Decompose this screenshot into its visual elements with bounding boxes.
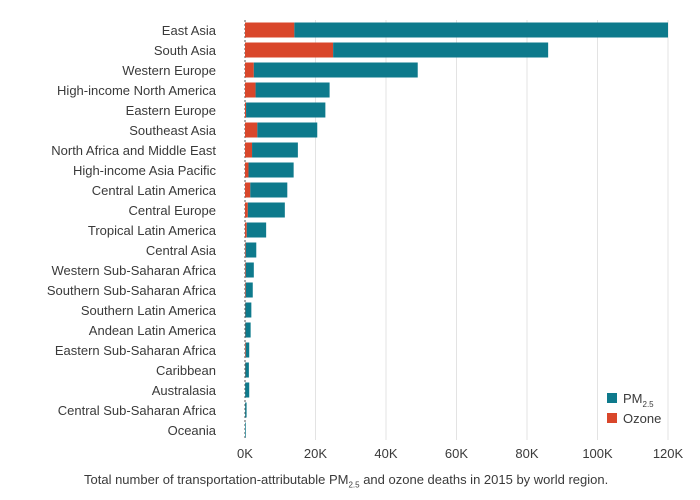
bar-ozone bbox=[245, 102, 247, 118]
category-label: Caribbean bbox=[156, 363, 216, 378]
bar-ozone bbox=[245, 222, 247, 238]
bar-ozone bbox=[245, 82, 256, 98]
category-label: Central Asia bbox=[146, 243, 217, 258]
category-label: Western Sub-Saharan Africa bbox=[51, 263, 216, 278]
bar-ozone bbox=[245, 262, 246, 278]
bar-pm25 bbox=[252, 142, 298, 158]
category-label: Tropical Latin America bbox=[88, 223, 217, 238]
category-label: Australasia bbox=[152, 383, 217, 398]
category-label: Central Latin America bbox=[92, 183, 217, 198]
category-label: High-income Asia Pacific bbox=[73, 163, 217, 178]
category-label: East Asia bbox=[162, 23, 217, 38]
category-label: Western Europe bbox=[122, 63, 216, 78]
bars bbox=[245, 22, 668, 438]
bar-pm25 bbox=[245, 262, 254, 278]
bar-pm25 bbox=[247, 202, 285, 218]
x-tick-label: 60K bbox=[445, 446, 468, 461]
bar-pm25 bbox=[248, 162, 294, 178]
category-label: Central Europe bbox=[129, 203, 216, 218]
bar-pm25 bbox=[250, 182, 288, 198]
category-labels: East Asia South Asia Western Europe High-in… bbox=[47, 23, 217, 438]
bar-pm25 bbox=[245, 422, 246, 438]
bar-ozone bbox=[245, 22, 295, 38]
legend: PM2.5 Ozone bbox=[607, 391, 661, 426]
bar-pm25 bbox=[253, 62, 418, 78]
category-label: Andean Latin America bbox=[89, 323, 217, 338]
bar-ozone bbox=[245, 42, 334, 58]
bar-pm25 bbox=[333, 42, 549, 58]
category-label: Eastern Sub-Saharan Africa bbox=[55, 343, 217, 358]
category-label: Eastern Europe bbox=[126, 103, 216, 118]
bar-pm25 bbox=[245, 342, 250, 358]
bar-ozone bbox=[245, 242, 246, 258]
bar-pm25 bbox=[245, 362, 249, 378]
x-tick-label: 120K bbox=[653, 446, 684, 461]
x-tick-label: 0K bbox=[237, 446, 253, 461]
bar-ozone bbox=[245, 202, 248, 218]
bar-pm25 bbox=[255, 82, 330, 98]
bar-ozone bbox=[245, 182, 251, 198]
category-label: Southern Sub-Saharan Africa bbox=[47, 283, 217, 298]
bar-pm25 bbox=[245, 282, 253, 298]
bar-ozone bbox=[245, 122, 258, 138]
bar-pm25 bbox=[245, 402, 247, 418]
category-label: Central Sub-Saharan Africa bbox=[58, 403, 217, 418]
legend-label-pm25: PM2.5 bbox=[623, 391, 654, 409]
x-tick-label: 40K bbox=[374, 446, 397, 461]
category-label: Southern Latin America bbox=[81, 303, 217, 318]
legend-swatch-pm25 bbox=[607, 393, 617, 403]
chart-caption: Total number of transportation-attributa… bbox=[84, 472, 609, 490]
x-axis-ticks: 0K 20K 40K 60K 80K 100K 120K bbox=[237, 446, 683, 461]
bar-ozone bbox=[245, 162, 249, 178]
bar-pm25 bbox=[245, 302, 252, 318]
bar-pm25 bbox=[257, 122, 318, 138]
bar-pm25 bbox=[246, 222, 267, 238]
bar-ozone bbox=[245, 282, 246, 298]
bar-pm25 bbox=[245, 242, 257, 258]
bar-ozone bbox=[245, 342, 246, 358]
x-tick-label: 100K bbox=[582, 446, 613, 461]
category-label: North Africa and Middle East bbox=[51, 143, 216, 158]
bar-pm25 bbox=[294, 22, 668, 38]
category-label: High-income North America bbox=[57, 83, 217, 98]
x-tick-label: 80K bbox=[515, 446, 538, 461]
bar-pm25 bbox=[245, 322, 251, 338]
category-label: South Asia bbox=[154, 43, 217, 58]
x-tick-label: 20K bbox=[304, 446, 327, 461]
bar-pm25 bbox=[245, 382, 250, 398]
bar-ozone bbox=[245, 142, 253, 158]
legend-swatch-ozone bbox=[607, 413, 617, 423]
category-label: Oceania bbox=[168, 423, 217, 438]
legend-label-pm25-sub: 2.5 bbox=[643, 400, 655, 409]
legend-label-ozone: Ozone bbox=[623, 411, 661, 426]
bar-pm25 bbox=[246, 102, 326, 118]
category-label: Southeast Asia bbox=[129, 123, 216, 138]
bar-ozone bbox=[245, 62, 254, 78]
